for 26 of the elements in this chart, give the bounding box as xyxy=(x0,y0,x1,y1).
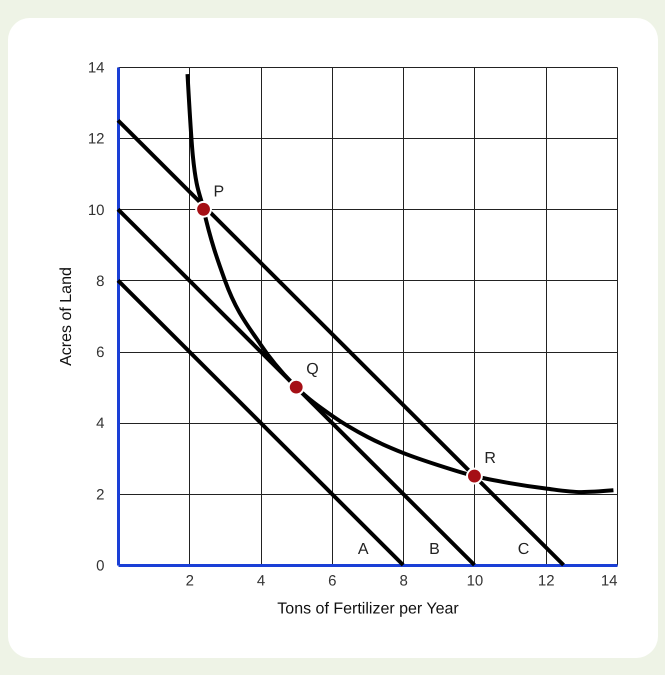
x-axis-title: Tons of Fertilizer per Year xyxy=(277,600,460,618)
annotation: P xyxy=(214,183,224,200)
series-label: A xyxy=(358,541,369,558)
x-tick-label: 8 xyxy=(399,572,408,590)
x-tick-label: 6 xyxy=(328,572,337,590)
point xyxy=(288,378,305,396)
y-tick-label: 12 xyxy=(88,130,104,148)
x-tick-label: 10 xyxy=(466,572,484,590)
y-axis-title: Acres of Land xyxy=(58,267,75,366)
y-tick-label: 10 xyxy=(88,202,104,219)
y-tick-label: 8 xyxy=(96,272,104,290)
point xyxy=(466,468,483,484)
x-tick-label: 4 xyxy=(256,572,266,590)
y-tick-label: 0 xyxy=(96,558,104,574)
x-tick-label: 12 xyxy=(538,572,555,590)
y-tick-label: 6 xyxy=(96,344,104,362)
x-tick-label: 2 xyxy=(186,572,194,590)
annotation: Q xyxy=(306,361,319,378)
point xyxy=(195,200,212,218)
y-tick-label: 2 xyxy=(96,486,104,504)
y-tick-label: 14 xyxy=(88,60,104,76)
series-label: B xyxy=(429,541,440,558)
y-tick-label: 4 xyxy=(96,415,104,432)
x-tick-label: 14 xyxy=(600,572,618,590)
series-label: C xyxy=(518,541,530,558)
annotation: R xyxy=(484,450,496,468)
